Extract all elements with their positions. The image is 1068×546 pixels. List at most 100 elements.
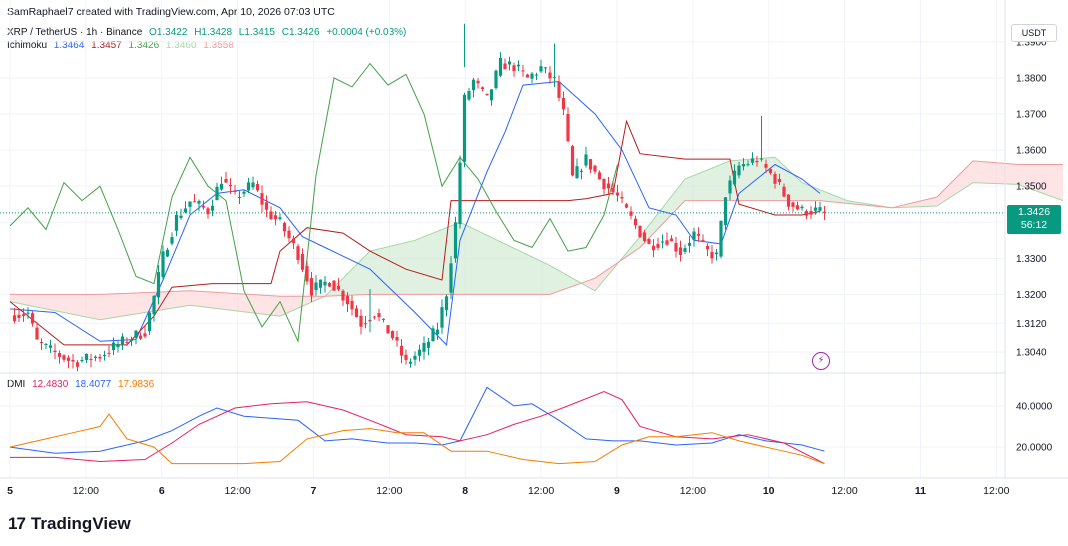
cloud-segment bbox=[37, 294, 42, 308]
candle-body bbox=[651, 245, 656, 251]
cloud-segment bbox=[964, 165, 969, 189]
candle-body bbox=[408, 361, 413, 364]
ichimoku-tenkan-value: 1.3464 bbox=[53, 40, 85, 51]
cloud-segment bbox=[554, 268, 559, 293]
cloud-segment bbox=[257, 294, 262, 314]
ichimoku-label[interactable]: Ichimoku bbox=[7, 40, 48, 51]
candle-body bbox=[156, 272, 161, 298]
candle-body bbox=[129, 339, 134, 341]
candle-body bbox=[134, 330, 138, 338]
cloud-segment bbox=[689, 175, 694, 201]
cloud-segment bbox=[590, 278, 595, 291]
tradingview-logo[interactable]: 17 TradingView bbox=[8, 514, 131, 534]
candle-body bbox=[597, 172, 602, 180]
ichimoku-span-b-line bbox=[10, 160, 1063, 297]
cloud-segment bbox=[698, 171, 703, 201]
candle-body bbox=[26, 312, 30, 314]
candle-body bbox=[737, 165, 741, 176]
cloud-segment bbox=[460, 222, 465, 295]
cloud-segment bbox=[275, 296, 280, 317]
candle-body bbox=[417, 349, 422, 356]
ichimoku-kijun-line bbox=[9, 119, 821, 346]
cloud-segment bbox=[793, 174, 798, 201]
candle-body bbox=[566, 114, 570, 141]
candle-body bbox=[543, 67, 548, 69]
cloud-segment bbox=[491, 237, 496, 295]
dmi-label[interactable]: DMI bbox=[7, 379, 26, 390]
cloud-segment bbox=[559, 270, 564, 292]
cloud-segment bbox=[694, 173, 699, 201]
candle-body bbox=[822, 211, 827, 213]
candle-body bbox=[804, 211, 809, 216]
cloud-segment bbox=[253, 294, 258, 314]
cloud-segment bbox=[32, 294, 37, 308]
axes: 1.39001.38001.37001.36001.35001.34001.33… bbox=[0, 0, 1068, 497]
price-tick-label: 1.3600 bbox=[1016, 146, 1047, 157]
cloud-segment bbox=[46, 294, 51, 310]
dmi-plus-di-value: 18.4077 bbox=[75, 379, 112, 390]
cloud-segment bbox=[203, 291, 208, 308]
cloud-segment bbox=[1054, 164, 1059, 199]
cloud-segment bbox=[370, 250, 375, 295]
candle-body bbox=[17, 314, 21, 318]
candle-body bbox=[125, 342, 129, 344]
candle-body bbox=[165, 249, 170, 257]
candle-body bbox=[206, 208, 210, 215]
candle-body bbox=[228, 184, 233, 187]
cloud-segment bbox=[28, 294, 33, 307]
symbol-name[interactable]: XRP / TetherUS · 1h · Binance bbox=[7, 27, 143, 38]
candle-body bbox=[719, 220, 723, 257]
cloud-segment bbox=[626, 247, 631, 257]
candle-body bbox=[660, 241, 665, 243]
cloud-segment bbox=[1018, 164, 1023, 186]
current-price: 1.3426 bbox=[1017, 206, 1051, 218]
price-tick-label: 1.3120 bbox=[1016, 319, 1047, 330]
candle-body bbox=[462, 94, 467, 162]
candle-body bbox=[534, 74, 539, 76]
cloud-segment bbox=[217, 292, 222, 309]
candle-body bbox=[21, 314, 26, 316]
candle-body bbox=[305, 266, 309, 282]
cloud-segment bbox=[226, 293, 231, 311]
candle-body bbox=[480, 87, 485, 90]
cloud-segment bbox=[973, 160, 978, 183]
cloud-segment bbox=[41, 294, 46, 309]
candle-body bbox=[30, 313, 35, 324]
cloud-segment bbox=[505, 243, 510, 295]
cloud-segment bbox=[433, 231, 438, 295]
candle-body bbox=[260, 193, 264, 205]
cloud-segment bbox=[374, 249, 379, 295]
candle-body bbox=[201, 206, 206, 208]
time-tick-label: 12:00 bbox=[831, 485, 857, 497]
cloud-segment bbox=[995, 162, 1000, 184]
cloud-segment bbox=[802, 182, 807, 201]
cloud-segment bbox=[406, 241, 411, 295]
time-tick-label: 7 bbox=[311, 485, 317, 497]
candle-body bbox=[584, 154, 588, 166]
cloud-segment bbox=[797, 178, 802, 201]
ichimoku-span-a-line bbox=[9, 156, 1064, 321]
lightning-icon[interactable]: ⚡ bbox=[812, 352, 830, 370]
cloud-segment bbox=[527, 254, 532, 295]
time-tick-label: 12:00 bbox=[528, 485, 554, 497]
cloud-segment bbox=[23, 294, 28, 306]
candle-body bbox=[116, 344, 120, 348]
close-value: C1.3426 bbox=[281, 27, 320, 38]
candle-body bbox=[512, 65, 516, 72]
currency-label[interactable]: USDT bbox=[1011, 24, 1057, 42]
candle-body bbox=[179, 215, 183, 218]
candle-body bbox=[530, 73, 534, 79]
candle-body bbox=[210, 205, 215, 211]
cloud-segment bbox=[1036, 164, 1041, 193]
ichimoku-lagging-value: 1.3426 bbox=[128, 40, 160, 51]
candle-body bbox=[741, 164, 746, 167]
cloud-segment bbox=[68, 294, 73, 315]
cloud-segment bbox=[262, 295, 267, 315]
cloud-segment bbox=[563, 273, 568, 290]
cloud-segment bbox=[811, 186, 816, 201]
cloud-segment bbox=[185, 290, 190, 306]
dmi-lines bbox=[9, 386, 825, 465]
cloud-segment bbox=[932, 197, 937, 207]
candle-body bbox=[813, 207, 818, 211]
